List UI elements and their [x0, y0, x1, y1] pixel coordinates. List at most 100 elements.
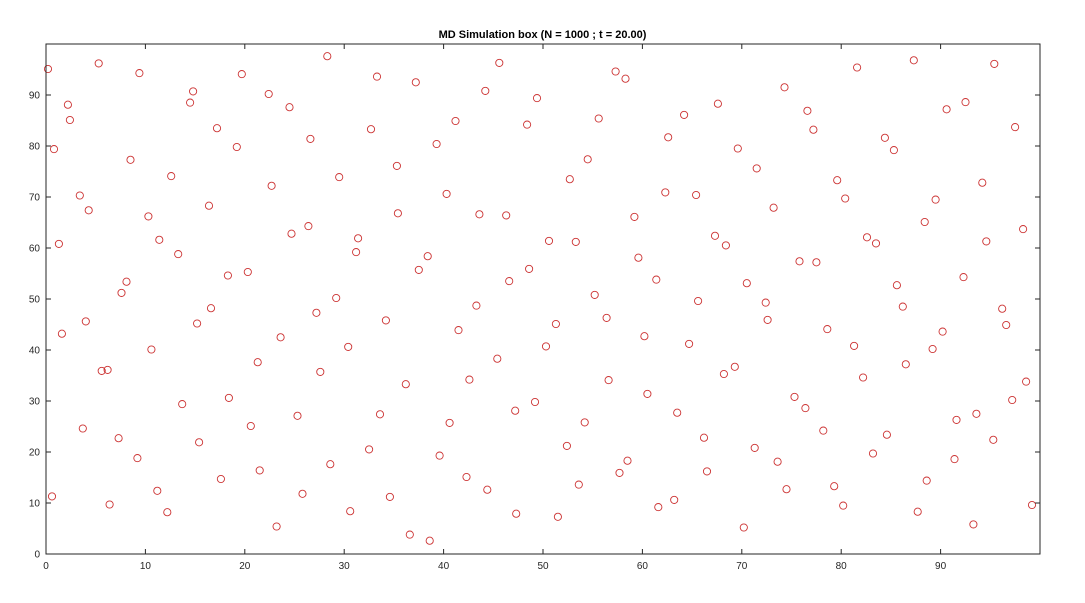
- particle-point: [475, 210, 484, 219]
- particle-point: [950, 455, 959, 464]
- particle-point: [264, 89, 273, 99]
- particle-point: [293, 411, 302, 420]
- particle-point: [809, 125, 818, 134]
- particle-point: [126, 155, 135, 164]
- particle-point: [144, 212, 153, 221]
- particle-point: [761, 298, 770, 307]
- particle-point: [830, 482, 839, 491]
- particle-point: [782, 485, 791, 494]
- particle-point: [276, 333, 285, 342]
- particle-point: [664, 133, 673, 142]
- axis-layer: 0 10 20 30 40 50 60 70 80 90 0 10 20 30 40 50 60 70 80 90: [29, 43, 1041, 572]
- particle-point: [790, 392, 799, 401]
- particle-point: [216, 474, 225, 484]
- particle-point: [332, 293, 341, 303]
- chart-title: MD Simulation box (N = 1000 ; t = 20.00): [438, 29, 647, 41]
- y-tick-label: 80: [29, 142, 41, 153]
- particle-point: [913, 507, 922, 516]
- particle-point: [763, 315, 772, 324]
- particle-point: [880, 133, 889, 142]
- particle-point: [344, 342, 353, 351]
- axes-background: [46, 44, 1040, 554]
- particle-point: [326, 460, 335, 469]
- particle-point: [640, 332, 649, 341]
- y-tick-label: 60: [29, 244, 41, 255]
- particle-point: [532, 94, 542, 103]
- particle-point: [998, 304, 1007, 313]
- particle-point: [352, 248, 361, 257]
- particle-point: [942, 105, 951, 114]
- particle-point: [133, 454, 142, 463]
- particle-point: [801, 404, 810, 413]
- particle-point: [502, 211, 511, 220]
- particle-point: [952, 415, 961, 424]
- particle-point: [195, 438, 204, 447]
- particle-point: [47, 492, 57, 501]
- particle-point: [54, 239, 63, 248]
- particle-point: [959, 273, 968, 282]
- particle-point: [272, 522, 281, 531]
- particle-point: [335, 173, 344, 182]
- particle-point: [65, 115, 74, 125]
- particle-point: [153, 486, 162, 495]
- particle-point: [670, 495, 679, 504]
- particle-point: [243, 267, 252, 277]
- particle-point: [186, 98, 195, 107]
- particle-point: [117, 288, 126, 297]
- x-tick-label: 30: [339, 561, 351, 572]
- particle-point: [442, 189, 451, 198]
- particle-point: [174, 250, 183, 259]
- x-tick-label: 60: [637, 561, 649, 572]
- particle-point: [795, 257, 804, 266]
- x-tick-label: 70: [736, 561, 748, 572]
- particle-point: [978, 178, 987, 187]
- particle-point: [990, 59, 999, 68]
- particle-point: [253, 358, 262, 367]
- particle-point: [898, 302, 907, 311]
- particle-point: [49, 145, 59, 154]
- particle-point: [742, 279, 751, 288]
- particle-point: [287, 229, 296, 238]
- particle-point: [423, 252, 432, 261]
- particle-point: [511, 406, 520, 415]
- particle-point: [611, 67, 620, 76]
- particle-point: [694, 296, 703, 306]
- y-tick-label: 30: [29, 397, 41, 408]
- particle-point: [105, 500, 114, 509]
- particle-point: [163, 508, 172, 517]
- particle-point: [178, 400, 187, 409]
- particle-point: [654, 503, 663, 512]
- particle-point: [232, 142, 241, 152]
- particle-point: [565, 175, 574, 184]
- particle-point: [114, 434, 123, 443]
- particle-point: [604, 376, 613, 385]
- particle-point: [571, 237, 580, 246]
- particle-point: [454, 326, 463, 335]
- particle-point: [495, 58, 504, 67]
- particle-point: [445, 418, 454, 427]
- particle-point: [354, 234, 363, 243]
- y-tick-label: 10: [29, 499, 41, 510]
- particle-point: [304, 222, 313, 231]
- particle-point: [750, 443, 759, 452]
- particle-point: [525, 264, 534, 273]
- particle-point: [634, 253, 643, 262]
- particle-point: [365, 445, 374, 454]
- y-tick-label: 0: [34, 550, 40, 561]
- particle-point: [544, 236, 554, 245]
- particle-point: [206, 304, 216, 313]
- x-tick-label: 90: [935, 561, 947, 572]
- particle-point: [94, 59, 103, 68]
- particle-point: [982, 237, 991, 246]
- particle-point: [853, 63, 862, 72]
- particle-point: [623, 456, 632, 465]
- particle-point: [493, 354, 502, 363]
- particle-point: [432, 139, 441, 149]
- particle-point: [819, 426, 828, 435]
- particle-point: [462, 472, 471, 482]
- particle-point: [882, 430, 891, 439]
- particle-point: [961, 98, 970, 107]
- particle-point: [465, 375, 474, 384]
- particle-point: [1019, 225, 1028, 234]
- particle-point: [372, 72, 382, 81]
